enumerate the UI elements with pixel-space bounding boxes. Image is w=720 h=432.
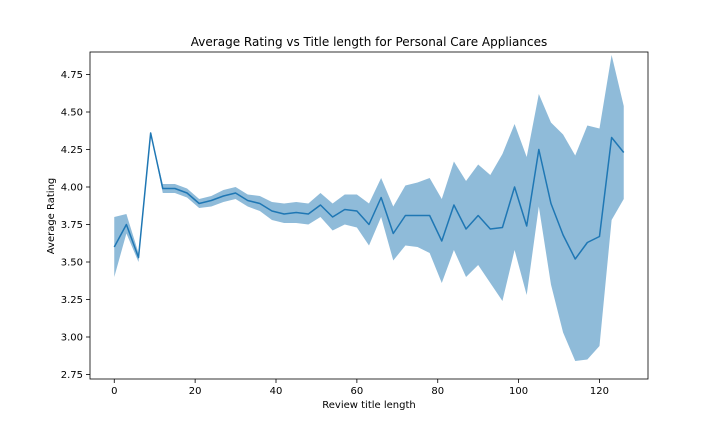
data-point [489,228,491,230]
data-point [113,246,115,248]
series-line [113,132,625,260]
y-tick-label: 4.50 [61,108,83,119]
data-point [319,204,321,206]
data-point [259,202,261,204]
data-point [453,204,455,206]
y-tick-label: 3.00 [61,333,83,344]
data-point [441,240,443,242]
data-point [598,235,600,237]
data-point [137,256,139,258]
x-tick-label: 20 [189,386,202,397]
data-point [562,234,564,236]
y-axis-label: Average Rating [46,178,57,254]
data-point [186,192,188,194]
chart-title: Average Rating vs Title length for Perso… [191,35,547,49]
y-tick-label: 3.50 [61,258,83,269]
data-point [307,213,309,215]
y-tick-label: 3.75 [61,220,83,231]
x-tick-label: 60 [351,386,364,397]
x-tick-label: 100 [509,386,528,397]
data-point [174,187,176,189]
data-point [538,148,540,150]
x-tick-label: 40 [270,386,283,397]
data-point [271,210,273,212]
data-point [247,199,249,201]
data-point [344,208,346,210]
data-point [404,214,406,216]
y-tick-label: 3.25 [61,295,83,306]
x-tick-label: 120 [590,386,609,397]
data-point [331,216,333,218]
x-axis-label: Review title length [322,400,415,411]
y-tick-label: 2.75 [61,370,83,381]
data-point [162,187,164,189]
data-point [380,196,382,198]
data-point [586,241,588,243]
data-point [477,214,479,216]
data-point [465,228,467,230]
data-point [149,132,151,134]
x-tick-label: 0 [111,386,117,397]
data-point [283,213,285,215]
data-point [198,202,200,204]
data-point [416,214,418,216]
axes: 0 20 40 60 80 100 120 2.75 3.00 3.25 3.50 3.75 4.00 4… [61,70,609,397]
data-point [428,214,430,216]
data-point [574,258,576,260]
x-tick-label: 80 [431,386,444,397]
data-point [210,199,212,201]
data-point [526,225,528,227]
data-point [550,202,552,204]
confidence-band [114,55,624,361]
y-tick-label: 4.75 [61,70,83,81]
data-point [513,186,515,188]
data-point [125,223,127,225]
y-tick-label: 4.00 [61,183,83,194]
plot-area [113,55,625,361]
data-point [234,192,236,194]
data-point [623,151,625,153]
data-point [295,211,297,213]
y-tick-label: 4.25 [61,145,83,156]
data-point [356,210,358,212]
data-point [222,195,224,197]
plot-frame [89,51,649,380]
data-point [392,232,394,234]
data-point [610,136,612,138]
data-point [368,223,370,225]
data-point [501,226,503,228]
